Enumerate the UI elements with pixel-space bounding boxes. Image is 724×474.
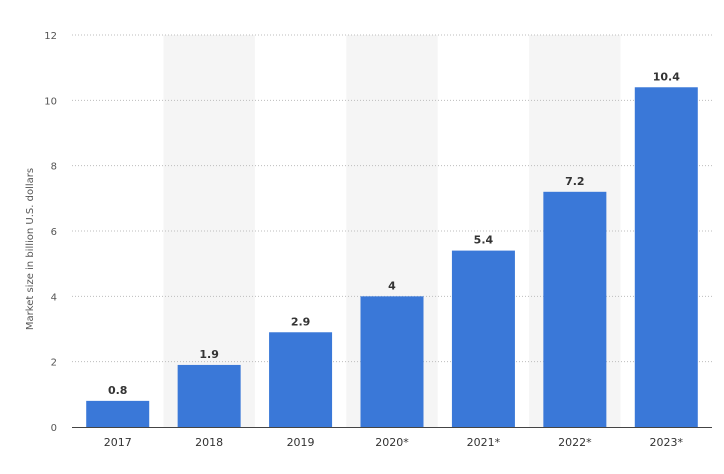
x-tick-label: 2022* xyxy=(558,436,592,449)
bars xyxy=(86,87,698,428)
data-label: 2.9 xyxy=(291,315,311,328)
background-band xyxy=(163,35,255,427)
x-tick-label: 2017 xyxy=(104,436,132,449)
x-tick-label: 2018 xyxy=(195,436,223,449)
data-label: 4 xyxy=(388,279,396,292)
y-tick-label: 12 xyxy=(44,31,57,42)
bar[interactable] xyxy=(177,364,241,427)
bar[interactable] xyxy=(543,191,607,427)
bar[interactable] xyxy=(451,250,515,427)
x-tick-label: 2023* xyxy=(650,436,684,449)
bar[interactable] xyxy=(86,400,150,427)
x-tick-label: 2020* xyxy=(375,436,409,449)
bar[interactable] xyxy=(634,87,698,428)
y-axis-ticks: 0 2 4 6 8 10 12 xyxy=(44,31,57,434)
y-tick-label: 0 xyxy=(51,423,57,434)
data-label: 7.2 xyxy=(565,175,585,188)
x-axis-labels: 2017 2018 2019 2020* 2021* 2022* 2023* xyxy=(104,436,684,449)
data-label: 1.9 xyxy=(199,348,219,361)
data-label: 0.8 xyxy=(108,384,128,397)
bar[interactable] xyxy=(269,332,333,427)
data-label: 10.4 xyxy=(653,70,680,83)
y-tick-label: 4 xyxy=(51,292,57,303)
y-tick-label: 10 xyxy=(44,96,57,107)
x-tick-label: 2021* xyxy=(467,436,501,449)
y-tick-label: 2 xyxy=(51,358,57,369)
y-tick-label: 8 xyxy=(51,162,57,173)
y-tick-label: 6 xyxy=(51,227,57,238)
x-tick-label: 2019 xyxy=(287,436,315,449)
data-labels: 0.8 1.9 2.9 4 5.4 7.2 10.4 xyxy=(108,70,680,397)
y-axis-title: Market size in billion U.S. dollars xyxy=(25,168,36,330)
data-label: 5.4 xyxy=(474,234,494,247)
bar[interactable] xyxy=(360,296,424,427)
